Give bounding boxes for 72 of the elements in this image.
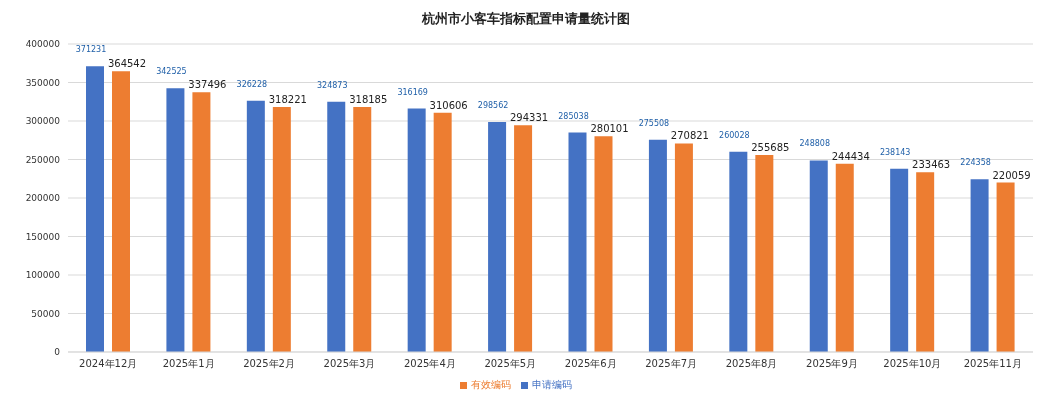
x-tick-label: 2025年1月 [162, 358, 215, 370]
bar [327, 101, 346, 352]
y-tick-label: 400000 [25, 39, 61, 50]
legend-label: 有效编码 [470, 379, 511, 390]
bar [970, 179, 989, 352]
bar [809, 160, 828, 352]
data-label: 316169 [397, 87, 428, 97]
bar [192, 92, 211, 352]
x-tick-label: 2025年8月 [725, 358, 778, 370]
x-tick-label: 2025年5月 [484, 358, 537, 370]
bar [996, 182, 1015, 352]
data-label: 285038 [558, 111, 589, 121]
x-tick-label: 2025年6月 [564, 358, 617, 370]
y-tick-label: 150000 [25, 231, 61, 242]
bar [272, 106, 291, 352]
bar [674, 143, 693, 352]
data-label: 310606 [429, 99, 468, 111]
data-label: 270821 [670, 130, 710, 142]
bar [568, 132, 587, 352]
bar [112, 71, 130, 352]
y-tick-label: 200000 [25, 193, 61, 204]
data-label: 294331 [509, 112, 549, 124]
y-tick-label: 250000 [25, 154, 61, 165]
x-tick-label: 2025年7月 [645, 358, 698, 370]
bar [755, 155, 774, 352]
data-label: 326228 [236, 79, 268, 89]
data-label: 220059 [992, 169, 1031, 181]
bar [514, 125, 533, 352]
data-label: 337496 [188, 79, 227, 91]
x-tick-label: 2025年11月 [963, 358, 1022, 370]
data-label: 342525 [156, 67, 187, 77]
x-tick-label: 2025年2月 [243, 358, 295, 370]
y-tick-label: 100000 [25, 270, 61, 281]
data-label: 233463 [912, 159, 951, 171]
data-label: 364542 [107, 58, 147, 70]
bar [407, 108, 426, 352]
x-tick-label: 2025年4月 [403, 358, 456, 370]
bar [890, 168, 909, 352]
bar [916, 172, 935, 352]
data-label: 244434 [831, 150, 870, 162]
bar [353, 107, 372, 352]
x-tick-label: 2025年3月 [323, 358, 376, 370]
data-label: 255685 [751, 142, 790, 154]
data-label: 238143 [879, 147, 911, 157]
legend-label: 申请编码 [531, 379, 572, 390]
x-tick-label: 2024年12月 [79, 358, 138, 370]
bar [246, 100, 265, 352]
bar [729, 151, 748, 352]
y-tick-label: 350000 [25, 77, 61, 88]
data-label: 298562 [477, 101, 509, 111]
data-label: 318185 [349, 94, 388, 105]
bar [433, 112, 452, 352]
x-tick-label: 2025年9月 [806, 358, 858, 370]
bar [835, 163, 854, 352]
chart-title: 杭州市小客车指标配置申请量统计图 [420, 10, 631, 28]
bar [648, 139, 667, 352]
data-label: 324873 [316, 80, 348, 90]
data-label: 318221 [268, 93, 307, 105]
y-tick-label: 50000 [31, 308, 61, 319]
data-label: 248808 [799, 139, 831, 149]
data-label: 260028 [719, 130, 750, 140]
y-tick-label: 0 [54, 347, 61, 358]
y-tick-label: 300000 [25, 116, 61, 127]
bar [594, 136, 613, 352]
x-tick-label: 2025年10月 [883, 358, 942, 370]
data-label: 280101 [590, 123, 629, 135]
bar [166, 88, 185, 352]
data-label: 371231 [75, 45, 107, 55]
data-label: 224358 [960, 158, 991, 168]
bar [488, 122, 507, 352]
bar [86, 66, 104, 352]
data-label: 275508 [638, 118, 670, 128]
